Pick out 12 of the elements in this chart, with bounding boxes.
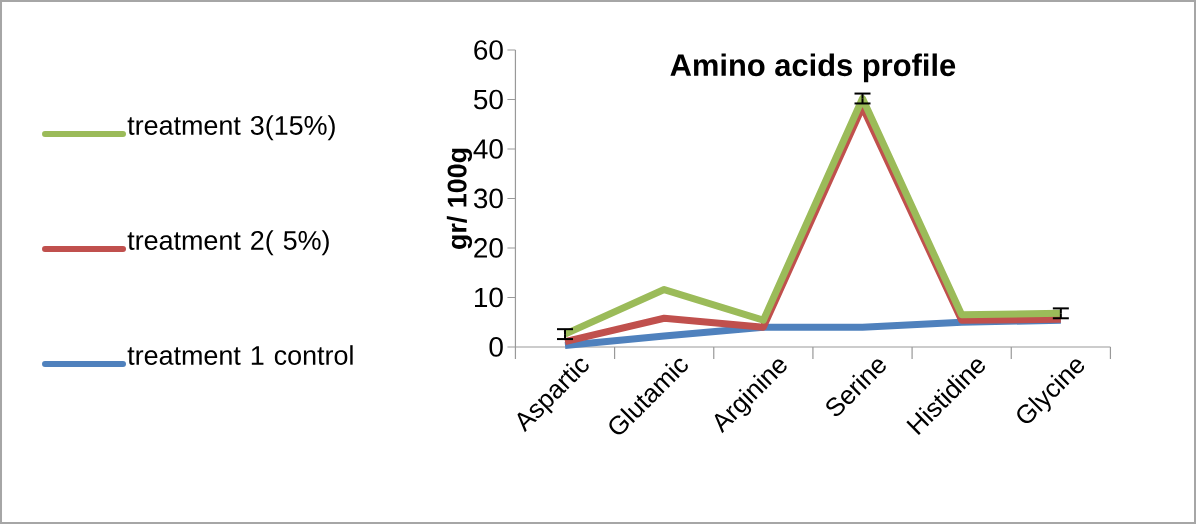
y-tick-label: 10: [475, 287, 503, 308]
legend-label: treatment 3(15%): [127, 115, 335, 141]
y-tick-label: 30: [473, 188, 503, 209]
y-tick-label: 0: [489, 337, 503, 357]
y-tick-label: 20: [474, 238, 503, 258]
y-tick-label: 60: [474, 40, 503, 60]
chart-title: Amino acids profile: [670, 53, 956, 83]
y-tick-label: 50: [473, 89, 503, 110]
y-tick-label: 40: [473, 139, 503, 159]
legend-label: treatment 1 control: [127, 345, 353, 365]
y-axis-title: gr/ 100g: [446, 148, 473, 249]
legend-label: treatment 2( 5%): [127, 230, 329, 256]
